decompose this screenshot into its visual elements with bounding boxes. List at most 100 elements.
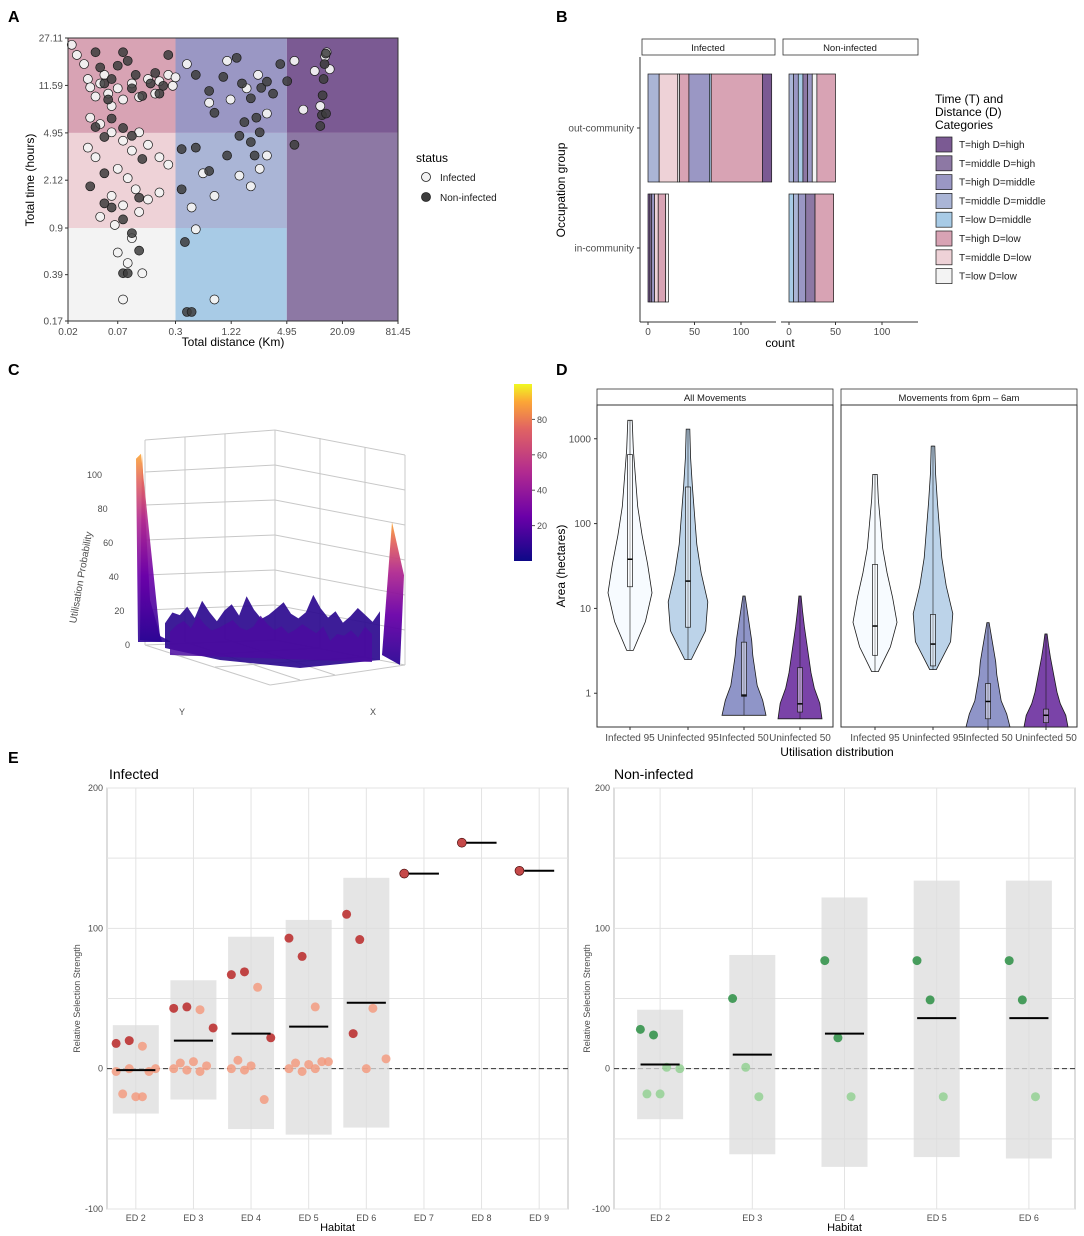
point-infected <box>167 80 178 91</box>
y-tick-label: 11.59 <box>39 81 64 92</box>
point-infected <box>95 211 106 222</box>
rss-point <box>675 1064 685 1074</box>
z-tick-label: 20 <box>114 606 124 616</box>
point-non-infected <box>99 78 110 89</box>
y-tick-label: 2.12 <box>44 176 64 187</box>
rss-point <box>741 1062 751 1072</box>
rss-point <box>361 1064 371 1074</box>
facet-strip-infected-label: Infected <box>691 43 725 54</box>
surface-peak-right <box>382 522 404 665</box>
rss-point <box>457 837 467 848</box>
point-infected <box>118 200 128 211</box>
point-non-infected <box>127 130 137 141</box>
panel-c-z-label: Utilisation Probability <box>68 531 95 624</box>
panel-c-y-axis-label: Y <box>179 707 185 717</box>
panel-b-legend: T=high D=high T=middle D=high T=high D=mid… <box>935 136 1046 284</box>
panel-c-3d-grid <box>144 429 406 686</box>
x-tick-label: Infected 95 <box>850 733 900 744</box>
point-non-infected <box>321 108 331 119</box>
point-non-infected <box>122 56 133 66</box>
point-infected <box>112 163 123 174</box>
rss-point <box>355 935 365 945</box>
panel-e-non-infected-plot: ED 2 ED 3 ED 4 ED 5 ED 6 -100 0 100 200 Habitat Re… <box>582 783 1076 1234</box>
rss-point <box>1030 1092 1040 1102</box>
legend-label: T=high D=middle <box>959 178 1036 189</box>
y-tick-label: 0 <box>98 1064 103 1074</box>
bar-segment <box>807 73 813 183</box>
point-non-infected <box>106 113 117 124</box>
rss-point <box>754 1092 764 1102</box>
rss-point <box>137 1092 147 1102</box>
point-non-infected <box>275 59 286 69</box>
x-tick-label: ED 3 <box>183 1213 203 1223</box>
point-infected <box>315 101 326 111</box>
point-infected <box>234 170 245 181</box>
legend-key <box>935 211 953 228</box>
x-tick-label: 20.09 <box>330 327 355 338</box>
bar-segment <box>657 193 667 303</box>
surface-peak-left-body <box>136 453 172 642</box>
point-non-infected <box>186 307 197 317</box>
bar-segment <box>811 73 818 183</box>
box-iqr <box>797 667 803 713</box>
rss-point <box>124 1064 134 1074</box>
panel-c-x-axis-label: X <box>370 707 376 717</box>
box-iqr <box>930 614 936 667</box>
point-non-infected <box>118 123 128 133</box>
point-non-infected <box>134 192 144 203</box>
colorbar-tick-label: 80 <box>537 415 547 425</box>
point-infected <box>137 268 148 279</box>
legend-key <box>935 268 953 284</box>
legend-key <box>935 230 953 247</box>
panel-d-y-label: Area (hectares) <box>554 525 568 608</box>
legend-label-non-infected: Non-infected <box>440 193 497 204</box>
point-infected <box>289 56 300 66</box>
point-non-infected <box>99 198 110 209</box>
panel-label-d: D <box>556 362 568 379</box>
legend-label: T=low D=low <box>959 272 1018 283</box>
point-infected <box>225 94 236 105</box>
rss-point <box>1004 956 1014 966</box>
x-tick-label: 0 <box>786 327 792 338</box>
legend-label: T=middle D=low <box>959 253 1032 264</box>
bar-segment <box>797 73 804 183</box>
x-tick-label: ED 9 <box>529 1213 549 1223</box>
y-tick-label: 1000 <box>569 434 592 445</box>
legend-key <box>935 136 953 153</box>
point-non-infected <box>204 166 215 176</box>
x-tick-label: Infected 50 <box>963 733 1013 744</box>
panel-c-colorbar <box>514 384 532 561</box>
rss-point <box>266 1033 276 1043</box>
region-t-high-d-middle <box>175 38 287 133</box>
point-non-infected <box>154 88 165 99</box>
point-infected <box>209 191 220 201</box>
point-non-infected <box>245 93 256 104</box>
bar-segment <box>793 73 799 183</box>
x-tick-label: ED 8 <box>472 1213 492 1223</box>
point-infected <box>106 127 117 138</box>
bar-segment <box>658 73 679 183</box>
y-tick-label: 0.9 <box>49 224 63 235</box>
point-non-infected <box>118 47 128 58</box>
point-non-infected <box>99 168 110 179</box>
point-non-infected <box>176 184 187 195</box>
x-tick-label: 100 <box>874 327 891 338</box>
point-non-infected <box>254 127 265 138</box>
x-tick-label: ED 6 <box>1019 1213 1039 1223</box>
z-tick-label: 80 <box>98 504 108 514</box>
rss-point <box>226 970 236 980</box>
x-tick-label: Uninfected 95 <box>902 733 964 744</box>
bar-segment <box>654 193 659 303</box>
y-tick-label: 100 <box>595 923 610 933</box>
rss-point <box>310 1002 320 1012</box>
y-tick-label: 100 <box>88 923 103 933</box>
bar-segment <box>788 73 795 183</box>
point-non-infected <box>176 144 187 154</box>
x-tick-label: 0 <box>645 327 651 338</box>
point-non-infected <box>245 137 256 147</box>
rss-point <box>111 1038 121 1048</box>
panel-b-y-label: Occupation group <box>554 142 568 237</box>
y-tick-label: out-community <box>568 124 634 135</box>
point-infected <box>83 74 93 84</box>
panel-b-legend-title-3: Categories <box>935 118 993 132</box>
